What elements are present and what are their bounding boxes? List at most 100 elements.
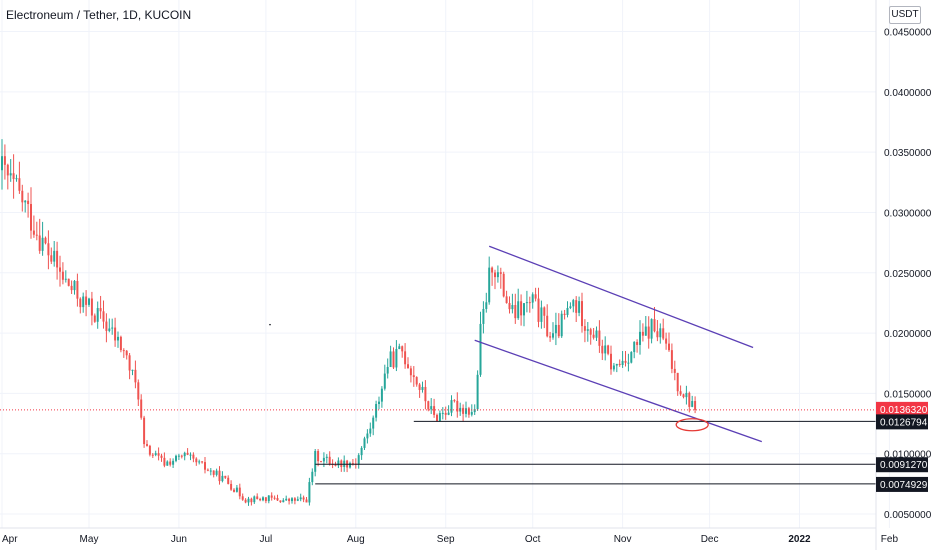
candle-body	[433, 406, 436, 415]
candle-body	[50, 255, 53, 262]
candle-body	[688, 392, 691, 407]
candle-body	[212, 470, 215, 475]
candle-body	[479, 323, 482, 375]
candle-body	[673, 368, 676, 373]
candle-body	[70, 285, 73, 291]
candle-body	[494, 272, 496, 278]
candle-body	[636, 341, 639, 345]
candle-body	[262, 497, 264, 501]
candle-body	[491, 267, 494, 273]
candle-body	[201, 461, 204, 463]
candle-body	[114, 327, 117, 341]
candle-body	[453, 400, 456, 402]
candle-body	[215, 470, 218, 475]
candle-body	[427, 401, 430, 410]
candle-body	[369, 428, 372, 434]
candle-body	[317, 451, 320, 462]
candle-body	[470, 412, 473, 415]
candle-body	[386, 367, 389, 374]
y-tick-label: 0.0050000	[884, 510, 932, 521]
candle-body	[598, 330, 601, 346]
candle-body	[44, 237, 47, 244]
candles	[1, 139, 697, 506]
candle-body	[224, 475, 227, 478]
candle-body	[496, 272, 499, 278]
time-axis[interactable]: Apr May Jun Jul Aug Sep Oct Nov Dec 2022 Feb	[2, 534, 898, 545]
candle-body	[169, 461, 172, 465]
candle-body	[259, 498, 262, 501]
currency-badge[interactable]: USDT	[889, 6, 921, 24]
candle-body	[59, 267, 61, 272]
candle-body	[534, 294, 537, 299]
candle-body	[612, 365, 615, 370]
candle-body	[363, 438, 366, 448]
candle-body	[282, 500, 285, 503]
candle-body	[291, 498, 293, 502]
candle-body	[531, 294, 534, 303]
highlight-ellipse[interactable]	[675, 418, 709, 432]
candle-body	[273, 497, 276, 499]
candle-body	[395, 349, 398, 368]
candle-body	[691, 401, 694, 407]
candle-body	[508, 303, 511, 310]
candle-body	[61, 271, 64, 280]
candle-body	[328, 456, 331, 464]
candle-body	[334, 464, 337, 466]
candle-body	[679, 391, 682, 395]
channel-lower-line[interactable]	[474, 339, 763, 443]
candle-body	[586, 329, 589, 331]
price-axis[interactable]: 0.0450000 0.0400000 0.0350000 0.0300000 0.02…	[884, 28, 932, 522]
candle-body	[15, 178, 18, 180]
y-tick-label: 0.0200000	[884, 329, 932, 340]
candle-body	[3, 156, 6, 165]
candle-body	[372, 417, 375, 429]
y-tick-label: 0.0400000	[884, 88, 932, 99]
channel-upper-line[interactable]	[488, 245, 754, 349]
candle-body	[320, 461, 322, 463]
candle-body	[32, 230, 35, 235]
candle-body	[557, 324, 560, 337]
candle-body	[546, 315, 549, 337]
candle-body	[247, 498, 250, 503]
candle-body	[41, 237, 44, 251]
candle-body	[653, 319, 656, 332]
candle-body	[35, 234, 38, 236]
candle-body	[665, 338, 668, 344]
candle-body	[540, 307, 543, 322]
candle-body	[117, 336, 119, 341]
candle-body	[662, 328, 665, 339]
x-tick-label: Sep	[437, 534, 455, 545]
candle-body	[21, 190, 24, 203]
candle-body	[360, 447, 363, 456]
candle-body	[505, 296, 508, 304]
candle-body	[523, 303, 525, 316]
candle-body	[572, 300, 575, 307]
candle-body	[122, 350, 125, 352]
candle-body	[676, 372, 679, 392]
candle-body	[337, 460, 340, 466]
candle-body	[389, 351, 392, 368]
candle-body	[473, 409, 476, 413]
candle-body	[537, 298, 540, 322]
candle-body	[488, 267, 491, 303]
candle-body	[485, 302, 488, 309]
candle-body	[441, 412, 444, 414]
candle-body	[308, 482, 311, 503]
candle-body	[650, 319, 653, 339]
candle-body	[235, 487, 238, 492]
level-label-badge	[876, 457, 928, 473]
candle-body	[644, 326, 647, 336]
candle-body	[462, 407, 465, 414]
level-label-badge	[876, 476, 928, 492]
candle-body	[47, 243, 50, 256]
candle-body	[73, 280, 76, 291]
candle-body	[157, 453, 160, 456]
candle-body	[407, 364, 409, 369]
candle-body	[299, 497, 302, 500]
x-tick-label: Apr	[2, 534, 18, 545]
candle-body	[30, 204, 32, 231]
candle-body	[276, 498, 279, 501]
candle-body	[12, 173, 15, 180]
